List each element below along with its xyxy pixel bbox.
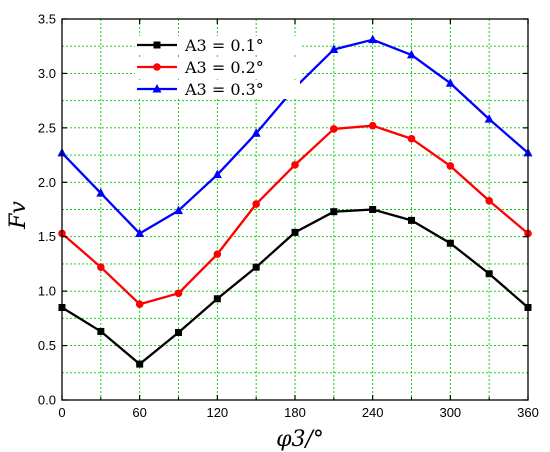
marker-square — [175, 329, 182, 337]
x-tick-label: 0 — [58, 405, 65, 420]
marker-circle — [485, 196, 493, 205]
y-tick-label: 2.0 — [38, 175, 56, 190]
y-tick-label: 3.0 — [38, 66, 56, 81]
marker-circle — [446, 162, 455, 170]
marker-triangle — [212, 169, 222, 179]
legend-item-2: A3 = 0.2° — [135, 58, 300, 77]
legend-item-3: A3 = 0.3° — [135, 80, 300, 99]
marker-circle — [174, 289, 183, 298]
grid — [62, 19, 528, 400]
marker-circle — [407, 134, 416, 143]
y-tick-label: 0.5 — [38, 338, 56, 353]
marker-square — [408, 216, 415, 224]
legend-item-background — [135, 80, 300, 99]
x-tick-label: 60 — [132, 405, 146, 420]
marker-triangle — [96, 188, 106, 197]
x-tick-label: 180 — [284, 405, 306, 420]
series-2 — [58, 121, 532, 309]
x-tick-label: 120 — [206, 405, 228, 420]
marker-square — [291, 228, 299, 236]
marker-triangle — [135, 228, 145, 237]
marker-square — [369, 206, 377, 213]
marker-square — [153, 41, 161, 49]
y-tick-label: 1.5 — [38, 229, 56, 244]
marker-triangle — [368, 34, 378, 44]
marker-triangle — [445, 78, 455, 87]
x-axis-label: φ3/° — [276, 427, 324, 452]
marker-circle — [291, 161, 299, 169]
legend-item-1: A3 = 0.1° — [135, 36, 300, 55]
marker-circle — [213, 250, 222, 258]
legend-item-background — [135, 36, 300, 55]
legend-label: A3 = 0.3° — [184, 80, 264, 99]
y-tick-label: 1.0 — [38, 284, 56, 299]
marker-square — [213, 295, 221, 303]
marker-triangle — [152, 84, 162, 93]
marker-triangle — [174, 205, 183, 215]
legend-label: A3 = 0.2° — [184, 58, 264, 77]
x-tick-label: 300 — [439, 405, 461, 420]
marker-square — [136, 360, 144, 368]
marker-square — [485, 270, 493, 278]
marker-circle — [153, 63, 161, 71]
legend-label: A3 = 0.1° — [184, 36, 264, 55]
marker-square — [252, 263, 260, 271]
marker-square — [97, 327, 105, 335]
axes: 0 60 120 180 240 300 360 0.0 0.5 1.0 1.5 2.0 2.5 3.0 3… — [38, 12, 539, 421]
marker-circle — [368, 121, 377, 130]
marker-square — [330, 208, 338, 216]
marker-triangle — [484, 114, 494, 123]
legend: A3 = 0.1° A3 = 0.2° A3 = 0.3° — [135, 36, 300, 99]
marker-circle — [135, 300, 144, 309]
marker-circle — [252, 200, 260, 208]
marker-triangle — [251, 128, 261, 137]
marker-circle — [97, 263, 105, 271]
marker-triangle — [329, 44, 339, 53]
y-tick-label: 0.0 — [38, 393, 56, 408]
marker-circle — [330, 125, 338, 133]
y-tick-label: 2.5 — [38, 120, 56, 135]
y-axis-label: Fv — [6, 201, 31, 230]
y-tick-label: 3.5 — [38, 12, 56, 27]
x-tick-label: 240 — [362, 405, 384, 420]
marker-triangle — [407, 49, 416, 59]
legend-item-background — [135, 58, 300, 77]
x-tick-label: 360 — [517, 405, 539, 420]
marker-square — [446, 239, 454, 247]
